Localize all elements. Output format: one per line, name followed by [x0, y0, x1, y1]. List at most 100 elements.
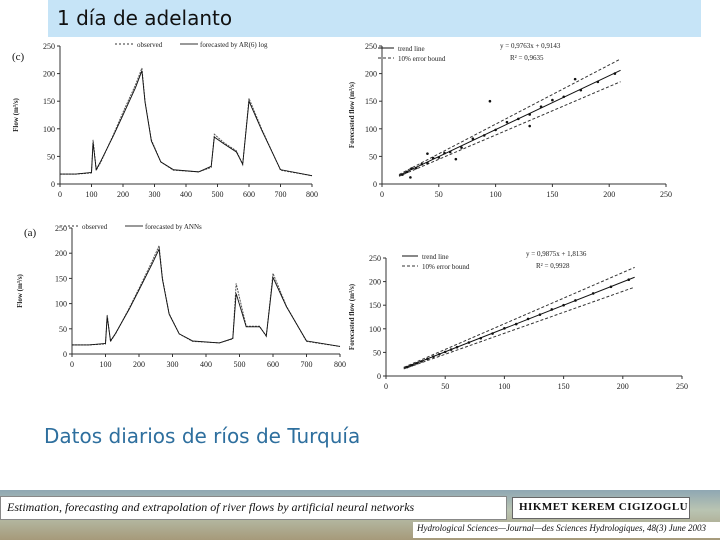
panel-label: (a)	[24, 227, 37, 239]
scatter-point	[503, 327, 506, 330]
scatter-point	[454, 157, 458, 161]
y-tick-label: 0	[377, 372, 381, 381]
scatter-point	[528, 124, 531, 128]
legend-label: 10% error bound	[398, 55, 446, 63]
x-tick-label: 0	[384, 382, 388, 391]
scatter-point	[406, 365, 409, 369]
scatter-point	[414, 166, 418, 170]
y-tick-label: 150	[43, 97, 55, 106]
paper-title-box: Estimation, forecasting and extrapolatio…	[0, 496, 507, 520]
trend-line	[398, 69, 621, 176]
y-axis-label: Flow (m³/s)	[16, 273, 24, 307]
chart-panel-a-timeseries: 0 100 200 300 400 500 600 700 800 0 50 100 150 200 250…	[0, 218, 350, 398]
paper-title: Estimation, forecasting and extrapolatio…	[7, 500, 415, 514]
slide-subtitle: Datos diarios de ríos de Turquía	[44, 424, 361, 448]
scatter-point	[401, 173, 404, 176]
chart-c-timeseries: 0 100 200 300 400 500 600 700 800 0 50 100 150 200 250…	[12, 41, 318, 199]
y-tick-label: 100	[365, 125, 377, 134]
scatter-point	[494, 128, 497, 132]
regression-equation: y = 0,9875x + 1,8136	[526, 250, 587, 258]
panel-label: (c)	[12, 51, 25, 63]
x-tick-label: 0	[58, 190, 62, 199]
legend-label: observed	[137, 41, 163, 49]
x-tick-label: 100	[490, 190, 502, 199]
scatter-point	[409, 176, 412, 179]
x-tick-label: 100	[498, 382, 510, 391]
scatter-point	[579, 88, 583, 92]
scatter-point	[528, 113, 531, 116]
x-tick-label: 400	[200, 360, 212, 369]
scatter-point	[514, 322, 518, 326]
scatter-point	[415, 361, 419, 365]
scatter-point	[449, 348, 453, 351]
scatter-point	[613, 72, 617, 75]
legend-label: trend line	[422, 253, 449, 261]
scatter-point	[517, 117, 520, 121]
slide-title: 1 día de adelanto	[57, 6, 233, 30]
chart-panel-a-scatter: 0 50 100 150 200 250 0 50 100 150 200 250 Forecasted…	[340, 240, 700, 392]
chart-c-scatter: 0 50 100 150 200 250 0 50 100 150 200 250 Forecasted…	[348, 42, 672, 199]
y-axis-label: Forecasted flow (m³/s)	[348, 81, 356, 148]
scatter-point	[526, 317, 530, 321]
x-tick-label: 0	[70, 360, 74, 369]
x-tick-label: 200	[617, 382, 629, 391]
y-tick-label: 250	[55, 224, 67, 233]
scatter-point	[482, 134, 486, 137]
x-tick-label: 800	[334, 360, 346, 369]
y-tick-label: 100	[43, 125, 55, 134]
series-line-forecast	[60, 70, 313, 177]
journal-citation: Hydrological Sciences—Journal—des Scienc…	[417, 523, 707, 533]
r-squared: R² = 0,9928	[536, 262, 570, 270]
y-tick-label: 50	[373, 348, 381, 357]
y-axis-label: Flow (m³/s)	[12, 97, 20, 131]
y-tick-label: 250	[365, 42, 377, 51]
x-tick-label: 800	[306, 190, 318, 199]
y-tick-label: 200	[365, 70, 377, 79]
scatter-point	[410, 167, 413, 170]
scatter-point	[627, 278, 631, 282]
x-tick-label: 700	[301, 360, 313, 369]
y-tick-label: 100	[369, 325, 381, 334]
scatter-point	[443, 350, 447, 354]
scatter-point	[420, 360, 423, 363]
scatter-point	[609, 285, 613, 289]
x-tick-label: 300	[167, 360, 179, 369]
x-tick-label: 150	[546, 190, 558, 199]
trend-line	[403, 276, 635, 369]
legend-label: forecasted by AR(6) log	[200, 41, 268, 49]
x-tick-label: 250	[676, 382, 688, 391]
x-tick-label: 400	[180, 190, 192, 199]
legend-label: forecasted by ANNs	[145, 223, 202, 231]
scatter-point	[420, 162, 424, 166]
x-tick-label: 0	[380, 190, 384, 199]
scatter-point	[551, 98, 554, 102]
x-tick-label: 100	[86, 190, 98, 199]
legend-label: 10% error bound	[422, 263, 470, 271]
scatter-point	[426, 357, 429, 361]
regression-equation: y = 0,9763x + 0,9143	[500, 42, 561, 50]
scatter-point	[431, 156, 435, 160]
y-tick-label: 200	[43, 70, 55, 79]
scatter-point	[432, 355, 435, 358]
scatter-point	[437, 352, 441, 356]
scatter-point	[488, 99, 492, 103]
y-tick-label: 200	[369, 278, 381, 287]
chart-panel-c-timeseries: 0 100 200 300 400 500 600 700 800 0 50 100 150 200 250…	[0, 38, 330, 210]
y-tick-label: 0	[63, 350, 67, 359]
x-tick-label: 250	[660, 190, 672, 199]
scatter-point	[562, 303, 565, 307]
legend-label: trend line	[398, 45, 425, 53]
error-bound-upper	[403, 266, 635, 368]
scatter-point	[426, 161, 429, 165]
scatter-point	[443, 151, 446, 155]
x-tick-label: 50	[435, 190, 443, 199]
y-tick-label: 150	[55, 274, 67, 283]
scatter-point	[410, 363, 414, 367]
x-tick-label: 100	[100, 360, 112, 369]
x-tick-label: 500	[234, 360, 246, 369]
x-tick-label: 600	[243, 190, 255, 199]
scatter-point	[455, 345, 459, 349]
x-tick-label: 150	[558, 382, 570, 391]
y-tick-label: 150	[365, 97, 377, 106]
x-tick-label: 200	[117, 190, 129, 199]
